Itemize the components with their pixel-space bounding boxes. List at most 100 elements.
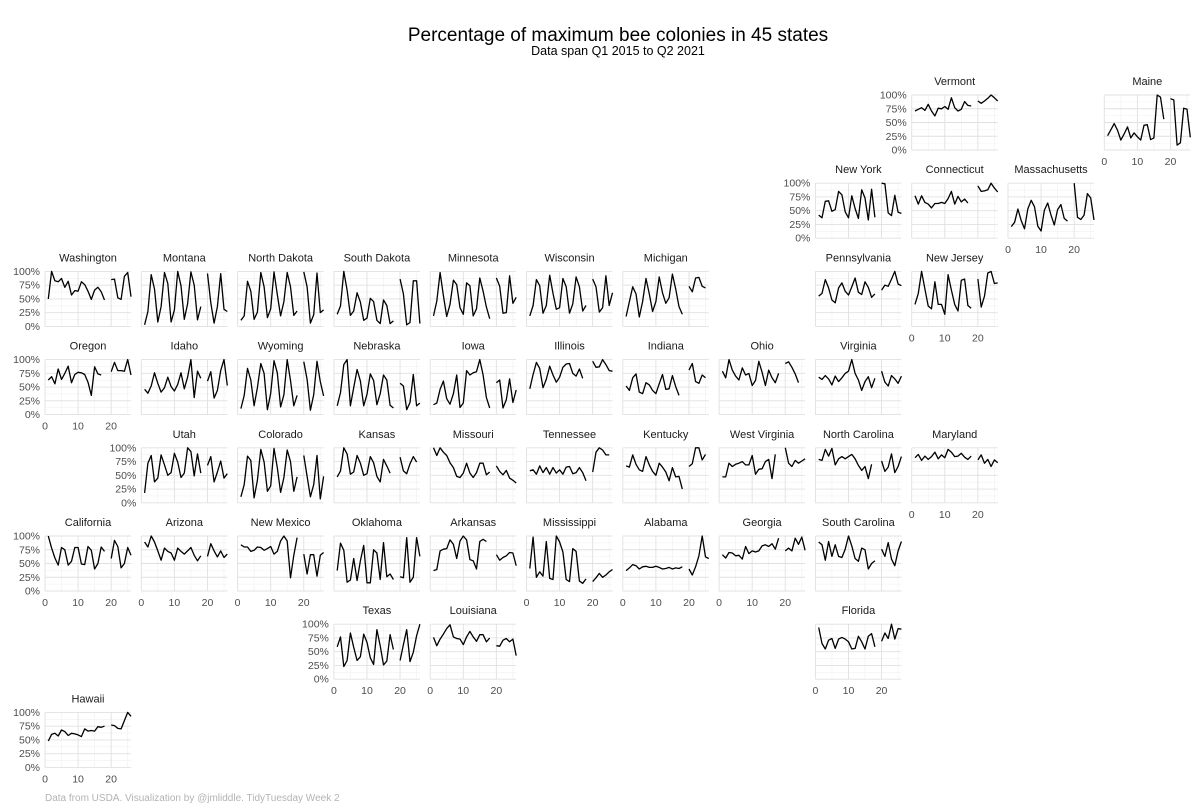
panel-south-carolina: South Carolina	[814, 517, 903, 592]
panel-california-y-tick-label: 100%	[13, 531, 40, 543]
panel-vermont: Vermont 0% 25% 50% 75%100%	[880, 76, 999, 157]
panel-colorado-line	[240, 447, 298, 499]
panel-vermont-y-tick-label: 100%	[880, 90, 907, 102]
panel-virginia-title: Virginia	[840, 341, 877, 353]
panel-louisiana-x-tick-label: 0	[427, 685, 433, 697]
panel-florida-x-tick-label: 10	[843, 685, 855, 697]
panel-minnesota-title: Minnesota	[448, 252, 500, 264]
panel-kansas-title: Kansas	[359, 429, 396, 441]
panel-utah-y-tick-label: 0%	[121, 497, 136, 509]
panel-arkansas-line	[495, 551, 517, 566]
panel-maryland-x-tick-label: 0	[909, 509, 915, 521]
panel-massachusetts: Massachusetts 0 10 20	[1005, 164, 1095, 256]
panel-new-jersey-x-tick-label: 10	[939, 332, 951, 344]
panel-wisconsin-line	[529, 274, 587, 317]
panel-pennsylvania-line	[818, 277, 876, 304]
panel-california-y-tick-label: 50%	[19, 558, 40, 570]
panel-west-virginia-title: West Virginia	[730, 429, 795, 441]
panel-vermont-line	[914, 97, 972, 117]
panel-massachusetts-title: Massachusetts	[1014, 164, 1088, 176]
panel-new-jersey-x-tick-label: 20	[972, 332, 984, 344]
panel-wyoming-line	[240, 358, 298, 411]
panel-missouri-title: Missouri	[453, 429, 494, 441]
panel-pennsylvania-line	[881, 270, 902, 291]
panel-iowa-line	[433, 358, 491, 409]
panel-california: California 0% 25% 50% 75%100% 0 10 20	[13, 517, 132, 609]
panel-south-dakota: South Dakota	[333, 252, 421, 327]
panel-oregon-y-tick-label: 75%	[19, 368, 40, 380]
panel-hawaii-title: Hawaii	[71, 693, 104, 705]
panel-oregon-x-tick-label: 0	[42, 421, 48, 433]
panel-virginia-line	[818, 358, 876, 392]
panel-florida-x-tick-label: 20	[876, 685, 888, 697]
panel-oregon-x-tick-label: 10	[72, 421, 84, 433]
panel-connecticut-line	[914, 190, 969, 209]
chart-title: Percentage of maximum bee colonies in 45…	[408, 25, 828, 46]
panel-georgia-x-tick-label: 0	[716, 597, 722, 609]
panel-minnesota: Minnesota	[429, 252, 517, 327]
panel-vermont-y-tick-label: 50%	[886, 117, 907, 129]
panel-california-y-tick-label: 75%	[19, 544, 40, 556]
panel-massachusetts-x-tick-label: 0	[1005, 244, 1011, 256]
panel-maine-title: Maine	[1132, 76, 1162, 88]
panel-maine-line	[1170, 98, 1191, 146]
panel-oregon-x-tick-label: 20	[105, 421, 117, 433]
panel-north-carolina-line	[818, 447, 873, 480]
panel-missouri: Missouri	[429, 429, 517, 504]
panel-texas-x-tick-label: 20	[394, 685, 406, 697]
panel-idaho-line	[206, 358, 228, 399]
panel-california-y-tick-label: 0%	[25, 586, 40, 598]
panel-wyoming-line	[303, 360, 325, 411]
panel-washington-line	[111, 271, 132, 301]
panel-virginia: Virginia	[814, 341, 902, 416]
panel-alabama-title: Alabama	[644, 517, 688, 529]
panel-new-jersey-x-tick-label: 0	[909, 332, 915, 344]
panel-south-carolina-title: South Carolina	[822, 517, 896, 529]
panel-oklahoma-title: Oklahoma	[352, 517, 403, 529]
panel-louisiana-x-tick-label: 10	[457, 685, 469, 697]
panel-kentucky: Kentucky	[622, 429, 709, 504]
panel-new-york-y-tick-label: 100%	[784, 178, 811, 190]
panel-indiana-line	[688, 362, 706, 384]
panel-arkansas-line	[433, 535, 487, 572]
panel-arizona-line	[144, 535, 202, 562]
panel-utah-line	[206, 455, 228, 483]
panel-texas-y-tick-label: 25%	[308, 660, 329, 672]
panel-north-dakota: North Dakota	[237, 252, 325, 327]
panel-maryland-line	[914, 448, 972, 462]
panel-texas: Texas 0% 25% 50% 75%100% 0 10 20	[302, 605, 421, 697]
panel-arkansas: Arkansas	[429, 517, 517, 592]
panel-alabama-line	[625, 563, 683, 572]
panel-texas-y-tick-label: 50%	[308, 646, 329, 658]
panel-west-virginia-line	[722, 454, 776, 480]
panel-new-mexico-title: New Mexico	[251, 517, 311, 529]
panel-nebraska: Nebraska	[333, 341, 421, 416]
panel-hawaii-x-tick-label: 10	[72, 773, 84, 785]
panel-new-mexico-line	[240, 535, 298, 579]
panel-new-jersey-line	[977, 270, 998, 308]
panel-mississippi-x-tick-label: 20	[587, 597, 599, 609]
panel-georgia-line	[784, 536, 806, 552]
panel-michigan: Michigan	[622, 252, 709, 327]
panel-vermont-y-tick-label: 25%	[886, 131, 907, 143]
panel-new-mexico-x-tick-label: 10	[265, 597, 277, 609]
panel-ohio: Ohio	[718, 341, 806, 416]
panel-alabama-x-tick-label: 0	[620, 597, 626, 609]
panel-utah-title: Utah	[173, 429, 196, 441]
panel-montana-line	[206, 272, 228, 324]
panel-florida-line	[818, 627, 876, 650]
chart-subtitle: Data span Q1 2015 to Q2 2021	[531, 44, 705, 58]
panel-massachusetts-x-tick-label: 10	[1035, 244, 1047, 256]
panel-idaho-title: Idaho	[171, 341, 199, 353]
panel-utah-y-tick-label: 25%	[115, 484, 136, 496]
panel-utah-y-tick-label: 50%	[115, 470, 136, 482]
panel-mississippi-x-tick-label: 0	[524, 597, 530, 609]
panel-colorado: Colorado	[237, 429, 325, 504]
panel-georgia-x-tick-label: 20	[779, 597, 791, 609]
chart-caption: Data from USDA. Visualization by @jmlidd…	[45, 793, 340, 804]
panel-new-mexico-x-tick-label: 0	[235, 597, 241, 609]
panel-new-jersey-title: New Jersey	[926, 252, 984, 264]
panel-washington-line	[47, 270, 106, 301]
panel-arizona-line	[206, 543, 228, 559]
panel-mississippi-line	[592, 568, 613, 583]
